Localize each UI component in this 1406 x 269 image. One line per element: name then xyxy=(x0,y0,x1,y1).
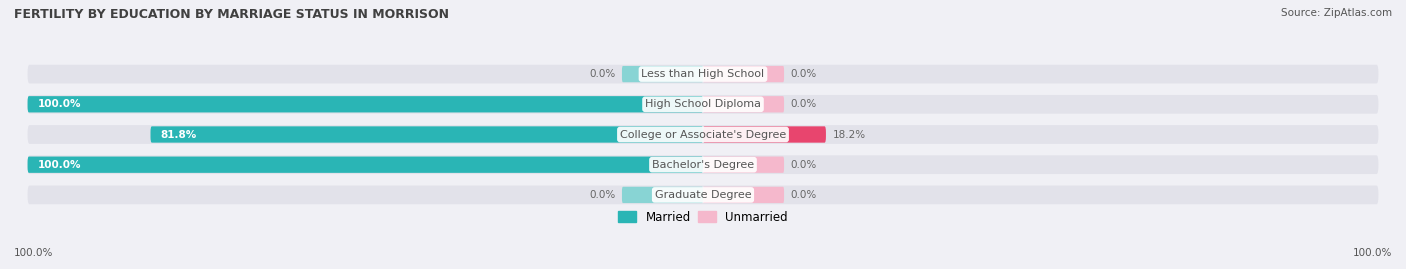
Text: Bachelor's Degree: Bachelor's Degree xyxy=(652,160,754,170)
FancyBboxPatch shape xyxy=(28,157,703,173)
Text: Source: ZipAtlas.com: Source: ZipAtlas.com xyxy=(1281,8,1392,18)
FancyBboxPatch shape xyxy=(703,66,785,82)
FancyBboxPatch shape xyxy=(28,155,1378,174)
Text: Graduate Degree: Graduate Degree xyxy=(655,190,751,200)
Text: 100.0%: 100.0% xyxy=(1353,248,1392,258)
Text: High School Diploma: High School Diploma xyxy=(645,99,761,109)
FancyBboxPatch shape xyxy=(28,95,1378,114)
Text: 100.0%: 100.0% xyxy=(14,248,53,258)
FancyBboxPatch shape xyxy=(28,186,1378,204)
Text: College or Associate's Degree: College or Associate's Degree xyxy=(620,129,786,140)
Text: 0.0%: 0.0% xyxy=(790,190,817,200)
FancyBboxPatch shape xyxy=(28,96,703,112)
FancyBboxPatch shape xyxy=(703,96,785,112)
Text: 0.0%: 0.0% xyxy=(589,190,616,200)
Legend: Married, Unmarried: Married, Unmarried xyxy=(613,206,793,228)
Text: 0.0%: 0.0% xyxy=(790,160,817,170)
FancyBboxPatch shape xyxy=(703,126,825,143)
FancyBboxPatch shape xyxy=(28,65,1378,83)
Text: Less than High School: Less than High School xyxy=(641,69,765,79)
Text: 100.0%: 100.0% xyxy=(38,99,82,109)
FancyBboxPatch shape xyxy=(621,66,703,82)
Text: 0.0%: 0.0% xyxy=(589,69,616,79)
Text: FERTILITY BY EDUCATION BY MARRIAGE STATUS IN MORRISON: FERTILITY BY EDUCATION BY MARRIAGE STATU… xyxy=(14,8,449,21)
Text: 81.8%: 81.8% xyxy=(160,129,197,140)
Text: 0.0%: 0.0% xyxy=(790,69,817,79)
FancyBboxPatch shape xyxy=(28,125,1378,144)
FancyBboxPatch shape xyxy=(703,187,785,203)
Text: 100.0%: 100.0% xyxy=(38,160,82,170)
FancyBboxPatch shape xyxy=(150,126,703,143)
Text: 0.0%: 0.0% xyxy=(790,99,817,109)
Text: 18.2%: 18.2% xyxy=(832,129,866,140)
FancyBboxPatch shape xyxy=(703,157,785,173)
FancyBboxPatch shape xyxy=(621,187,703,203)
